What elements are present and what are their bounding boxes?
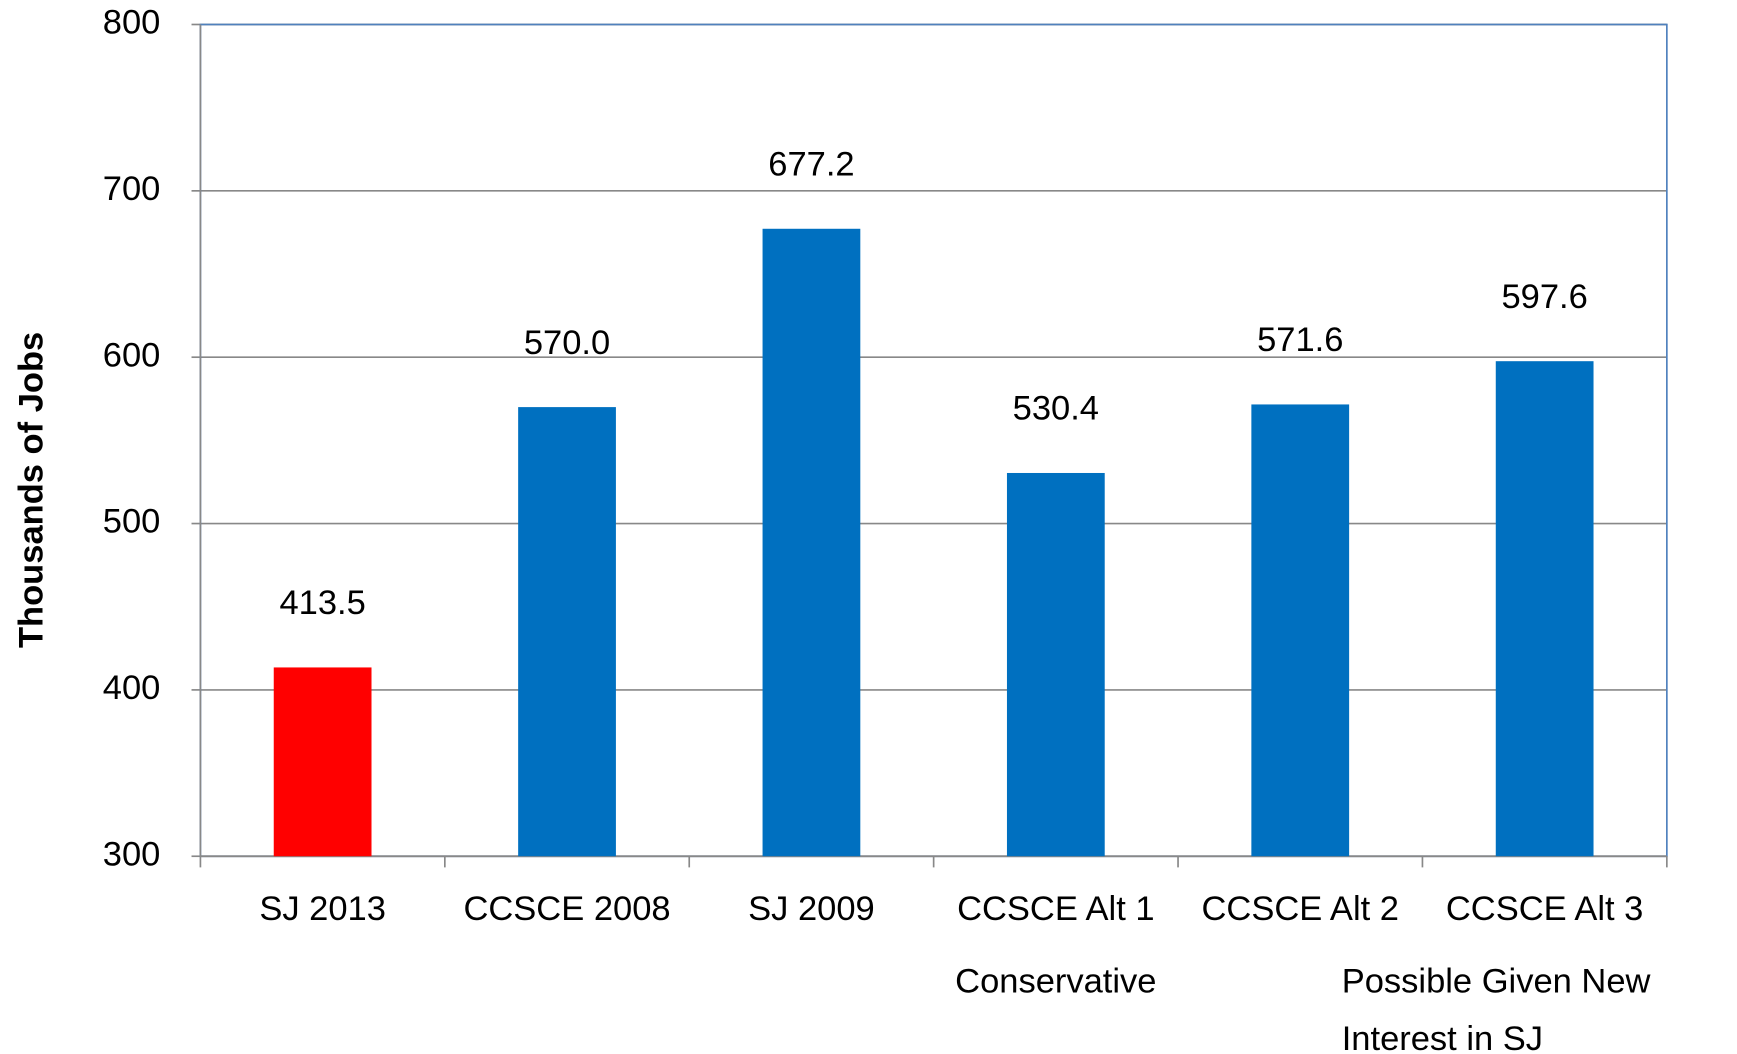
y-tick-label: 400 (103, 669, 161, 707)
data-label: 570.0 (524, 324, 610, 362)
annotation: Possible Given New (1342, 962, 1651, 1000)
y-tick-label: 800 (103, 4, 161, 42)
bar (273, 667, 372, 857)
y-tick-label: 500 (103, 503, 161, 541)
x-tick-label: CCSCE Alt 2 (1202, 890, 1399, 928)
y-tick-label: 600 (103, 336, 161, 374)
bar (1006, 472, 1105, 857)
bar (1251, 404, 1350, 857)
data-label: 597.6 (1501, 278, 1587, 316)
data-label: 413.5 (279, 584, 365, 622)
y-axis-label: Thousands of Jobs (13, 332, 51, 648)
bar (762, 228, 861, 857)
bar (1495, 361, 1594, 857)
x-tick-label: CCSCE 2008 (463, 890, 670, 928)
plot-border (199, 23, 1668, 858)
data-label: 530.4 (1013, 390, 1099, 428)
x-tick-label: CCSCE Alt 1 (957, 890, 1154, 928)
y-tick-label: 700 (103, 170, 161, 208)
x-tick-label: CCSCE Alt 3 (1446, 890, 1643, 928)
bar (518, 407, 616, 857)
annotation: Interest in SJ (1342, 1020, 1543, 1054)
x-tick-label: SJ 2009 (748, 890, 875, 928)
annotation: Conservative (955, 962, 1156, 1000)
data-label: 677.2 (768, 146, 854, 184)
y-tick-label: 300 (103, 835, 161, 873)
x-tick-label: SJ 2013 (259, 890, 386, 928)
data-label: 571.6 (1257, 321, 1343, 359)
